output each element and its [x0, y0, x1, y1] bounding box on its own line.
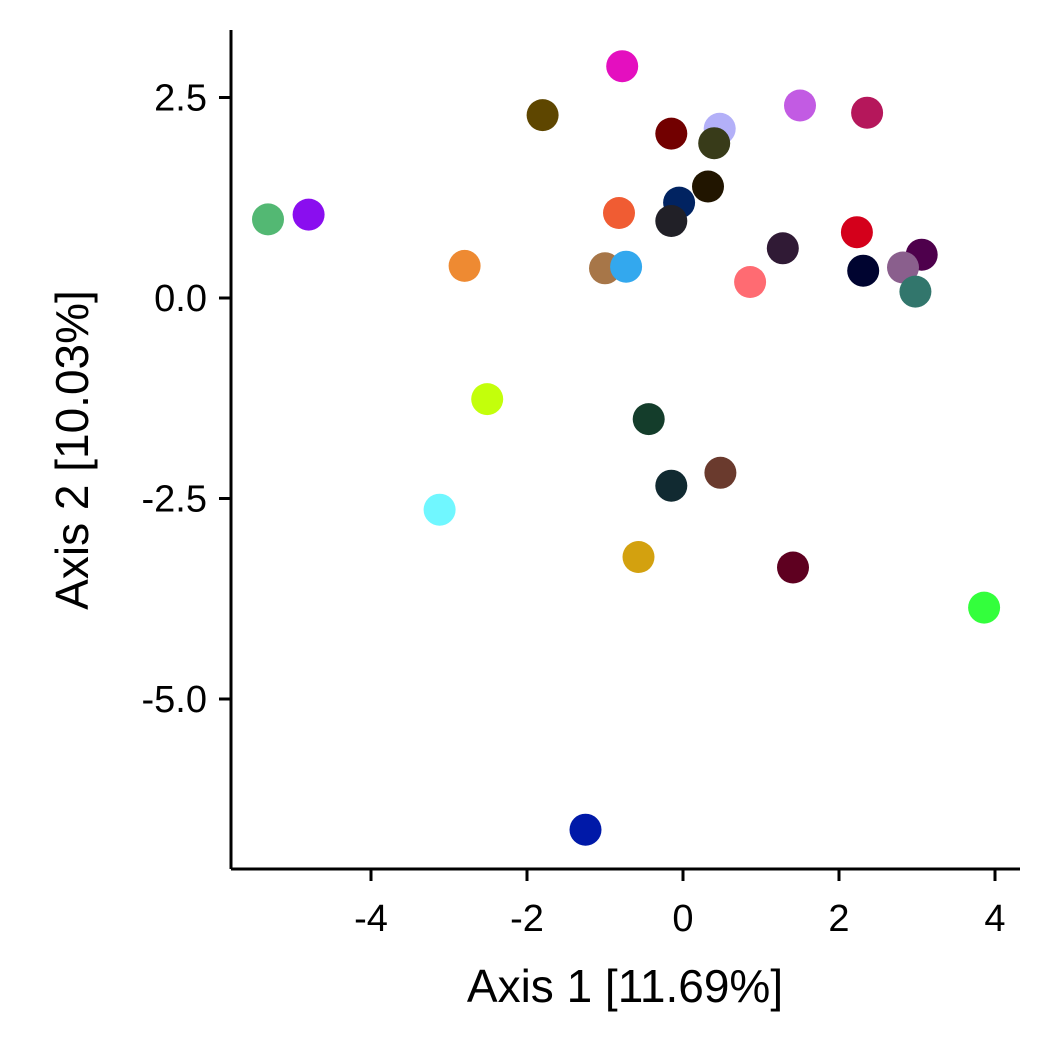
data-point — [622, 541, 655, 573]
data-point — [840, 216, 873, 249]
y-tick-label: 0.0 — [154, 278, 207, 320]
data-point — [423, 493, 456, 526]
data-point — [655, 117, 688, 150]
y-ticks: 2.5 0.0 -2.5 -5.0 — [142, 78, 231, 721]
data-point — [899, 275, 932, 308]
data-point — [968, 591, 1001, 624]
data-point — [784, 89, 816, 122]
x-tick-label: 2 — [828, 898, 849, 940]
x-tick-label: 4 — [984, 898, 1005, 940]
data-point — [692, 170, 724, 203]
data-point — [603, 197, 635, 229]
data-point — [655, 469, 688, 502]
data-point — [704, 456, 737, 489]
data-point — [777, 551, 809, 584]
data-point — [766, 232, 799, 265]
data-point — [887, 251, 919, 284]
x-ticks: -4 -2 0 2 4 — [354, 869, 1006, 940]
x-tick-label: -2 — [510, 898, 544, 940]
y-tick-label: 2.5 — [154, 78, 207, 120]
data-point — [448, 249, 481, 282]
data-point — [655, 205, 688, 237]
data-point — [698, 127, 731, 160]
data-point — [526, 99, 559, 132]
x-tick-label: 0 — [672, 898, 693, 940]
x-axis-title: Axis 1 [11.69%] — [467, 960, 783, 1012]
data-point — [292, 198, 325, 231]
data-point — [569, 813, 602, 846]
data-point — [851, 96, 884, 129]
data-point — [610, 250, 643, 283]
y-axis-title: Axis 2 [10.03%] — [46, 290, 98, 610]
y-tick-label: -5.0 — [142, 679, 207, 721]
y-tick-label: -2.5 — [142, 479, 207, 521]
points-layer — [252, 50, 1001, 846]
data-point — [606, 50, 639, 83]
data-point — [632, 403, 665, 436]
data-point — [734, 266, 767, 298]
data-point — [471, 383, 504, 416]
data-point — [252, 203, 284, 236]
x-tick-label: -4 — [354, 898, 388, 940]
data-point — [847, 254, 880, 287]
